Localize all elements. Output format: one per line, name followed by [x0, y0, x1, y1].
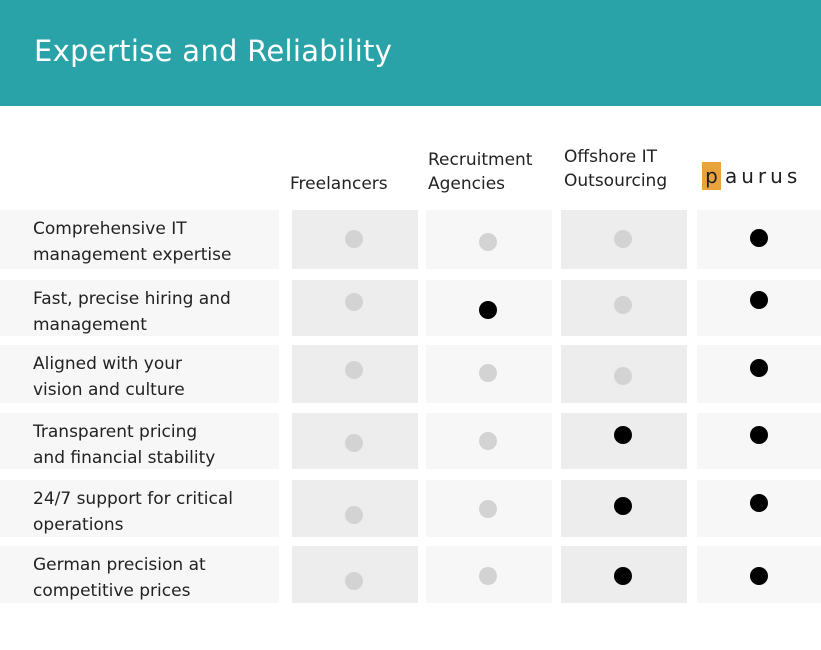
cell-paurus: [697, 480, 821, 537]
paurus-logo: p aurus: [702, 162, 801, 190]
empty-dot-icon: [345, 293, 363, 311]
cell-paurus: [697, 546, 821, 603]
row-label-line: Transparent pricing: [33, 422, 198, 442]
cell-offshore-it: [561, 480, 687, 537]
empty-dot-icon: [345, 230, 363, 248]
cell-offshore-it: [561, 546, 687, 603]
cell-freelancers: [292, 480, 418, 537]
empty-dot-icon: [479, 500, 497, 518]
row-label-text: Comprehensive IT management expertise: [33, 216, 231, 268]
filled-dot-icon: [750, 567, 768, 585]
empty-dot-icon: [345, 572, 363, 590]
cell-offshore-it: [561, 280, 687, 336]
row-label-text: Transparent pricing and financial stabili…: [33, 419, 215, 471]
cell-freelancers: [292, 546, 418, 603]
filled-dot-icon: [750, 426, 768, 444]
filled-dot-icon: [479, 301, 497, 319]
row-label-line: and financial stability: [33, 448, 216, 468]
row-label-text: German precision at competitive prices: [33, 552, 206, 604]
row-label-line: vision and culture: [33, 380, 185, 400]
filled-dot-icon: [750, 229, 768, 247]
cell-paurus: [697, 413, 821, 469]
cell-recruitment-agencies: [426, 210, 552, 269]
column-header-line: Outsourcing: [564, 171, 668, 191]
cell-offshore-it: [561, 345, 687, 403]
row-label-text: 24/7 support for critical operations: [33, 486, 233, 538]
column-header-line: Recruitment: [428, 150, 533, 170]
row-label: 24/7 support for critical operations: [0, 480, 279, 537]
cell-recruitment-agencies: [426, 480, 552, 537]
filled-dot-icon: [750, 359, 768, 377]
row-label-line: management: [33, 315, 147, 335]
cell-recruitment-agencies: [426, 345, 552, 403]
empty-dot-icon: [479, 567, 497, 585]
row-label-line: Fast, precise hiring and: [33, 289, 231, 309]
page-title: Expertise and Reliability: [34, 34, 393, 68]
empty-dot-icon: [614, 367, 632, 385]
row-label-line: management expertise: [33, 245, 232, 265]
row-label-line: competitive prices: [33, 581, 191, 601]
row-label: Fast, precise hiring and management: [0, 280, 279, 336]
filled-dot-icon: [614, 426, 632, 444]
filled-dot-icon: [750, 291, 768, 309]
row-label-line: 24/7 support for critical: [33, 489, 233, 509]
empty-dot-icon: [345, 506, 363, 524]
row-label: Transparent pricing and financial stabili…: [0, 413, 279, 469]
cell-paurus: [697, 210, 821, 269]
empty-dot-icon: [345, 434, 363, 452]
row-label-line: Aligned with your: [33, 354, 182, 374]
cell-recruitment-agencies: [426, 280, 552, 336]
empty-dot-icon: [479, 233, 497, 251]
header-banner: Expertise and Reliability: [0, 0, 821, 106]
row-label-text: Aligned with your vision and culture: [33, 351, 185, 403]
filled-dot-icon: [614, 497, 632, 515]
logo-mark: p: [702, 162, 721, 190]
cell-offshore-it: [561, 413, 687, 469]
filled-dot-icon: [750, 494, 768, 512]
row-label-line: German precision at: [33, 555, 206, 575]
cell-recruitment-agencies: [426, 413, 552, 469]
cell-freelancers: [292, 280, 418, 336]
column-header-recruitment-agencies: Recruitment Agencies: [428, 148, 532, 196]
empty-dot-icon: [479, 364, 497, 382]
empty-dot-icon: [614, 230, 632, 248]
empty-dot-icon: [614, 296, 632, 314]
row-label: German precision at competitive prices: [0, 546, 279, 603]
logo-wordmark: aurus: [725, 164, 802, 188]
cell-freelancers: [292, 210, 418, 269]
empty-dot-icon: [345, 361, 363, 379]
cell-freelancers: [292, 413, 418, 469]
column-header-line: Offshore IT: [564, 147, 658, 167]
column-header-line: Agencies: [428, 174, 506, 194]
cell-paurus: [697, 280, 821, 336]
row-label: Aligned with your vision and culture: [0, 345, 279, 403]
filled-dot-icon: [614, 567, 632, 585]
row-label-text: Fast, precise hiring and management: [33, 286, 231, 338]
column-header-freelancers: Freelancers: [290, 172, 388, 196]
cell-freelancers: [292, 345, 418, 403]
row-label-line: Comprehensive IT: [33, 219, 187, 239]
column-header-offshore-it-outsourcing: Offshore IT Outsourcing: [564, 145, 667, 193]
row-label: Comprehensive IT management expertise: [0, 210, 279, 269]
row-label-line: operations: [33, 515, 124, 535]
cell-paurus: [697, 345, 821, 403]
cell-recruitment-agencies: [426, 546, 552, 603]
column-header-line: Freelancers: [290, 174, 388, 194]
empty-dot-icon: [479, 432, 497, 450]
cell-offshore-it: [561, 210, 687, 269]
